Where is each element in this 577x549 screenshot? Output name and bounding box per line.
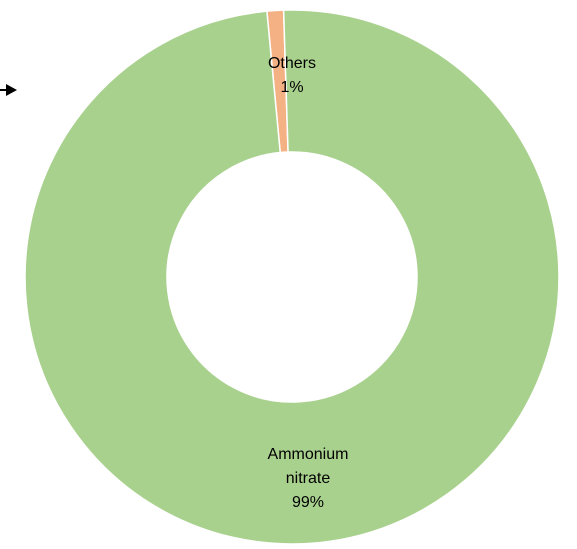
slice-percent-label: 99% — [292, 494, 324, 511]
donut-slice — [24, 9, 560, 545]
slice-label: Others 1% — [268, 55, 316, 96]
slice-label: Ammonium nitrate 99% — [268, 446, 349, 511]
pointer-arrow — [0, 84, 17, 96]
slice-percent-label: 1% — [280, 79, 303, 96]
slice-category-label: Others — [268, 55, 316, 72]
slices-layer — [24, 9, 560, 545]
slice-category-label: Ammonium — [268, 446, 349, 463]
pointer-arrowhead-icon — [6, 84, 17, 96]
slice-category-label: nitrate — [286, 470, 331, 487]
labels-layer: Others 1% Ammonium nitrate 99% — [268, 55, 349, 511]
